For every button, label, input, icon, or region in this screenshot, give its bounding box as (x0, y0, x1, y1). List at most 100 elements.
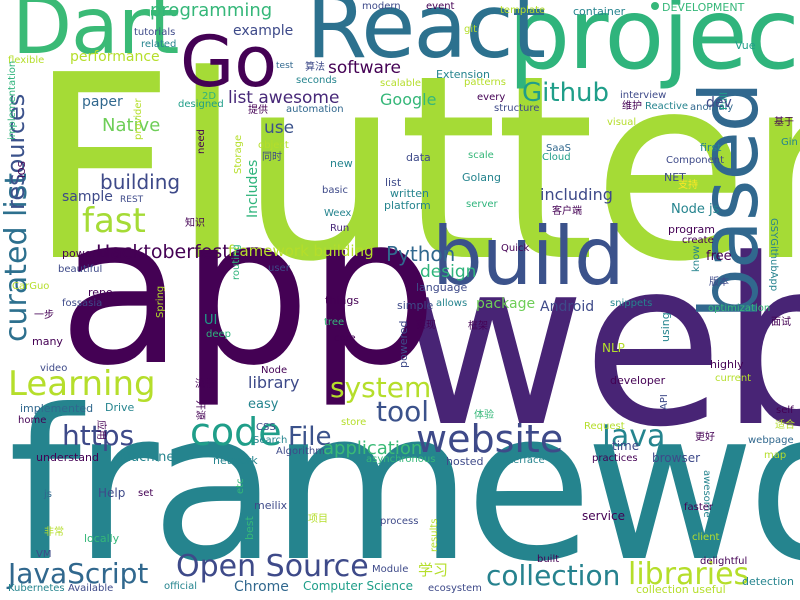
word-know: know (691, 245, 702, 272)
word-javascript: JavaScript (8, 557, 149, 590)
word-designed: designed (178, 99, 224, 110)
word-gin: Gin (781, 137, 798, 148)
word-optimization: optimization (708, 303, 771, 314)
word-faster: faster (684, 502, 714, 513)
word-browser: browser (652, 451, 701, 465)
word-create: create (682, 235, 714, 246)
word-deep: deep (206, 329, 231, 340)
word-js: js (44, 489, 52, 500)
word-first: first (700, 141, 722, 154)
word-many: many (32, 335, 63, 348)
word-language: language (416, 281, 468, 294)
word-dev: dev (706, 95, 732, 111)
word-help: Help (98, 486, 126, 500)
word-beautiful: beautiful (58, 264, 103, 275)
word-webpage: webpage (748, 435, 794, 446)
word-application-2: application (323, 430, 329, 431)
word-patterns: patterns (464, 77, 506, 88)
word-react: React (306, 0, 546, 78)
word-performance: performance (70, 49, 160, 65)
word-spring: Spring (155, 285, 166, 318)
word-paper: paper (82, 94, 123, 110)
word-etc: etc (235, 478, 246, 494)
word-best: best (243, 516, 256, 540)
word-list: list (385, 176, 402, 189)
word-server: server (466, 199, 498, 210)
word-automation: automation (286, 104, 344, 115)
word-vm: VM (36, 549, 52, 560)
word-application: application (323, 438, 423, 459)
word-including: including (540, 185, 613, 204)
word-extension: Extension (436, 68, 491, 81)
word-building: building (100, 170, 181, 194)
word-use: use (264, 118, 295, 138)
word-tigong: 提供 (248, 105, 268, 116)
word-using: using (659, 312, 672, 342)
word-kehuduan: 客户端 (552, 206, 582, 217)
word-process: process (380, 516, 419, 527)
word-practices: practices (592, 453, 638, 464)
word-development: DEVELOPMENT (662, 1, 745, 14)
word-library: library (248, 373, 300, 392)
word-understand: understand (36, 451, 99, 464)
word-simple: simple (397, 299, 434, 312)
word-golang: Golang (462, 171, 502, 184)
word-ios: iOS (17, 161, 28, 178)
word-tool: tool (376, 395, 430, 428)
word-store: store (341, 417, 367, 428)
word-implementation: implementation (7, 60, 18, 140)
word-service: service (582, 509, 625, 523)
word-tree: tree (324, 317, 345, 328)
word-network: network (213, 454, 258, 467)
word-framework: framework (8, 366, 800, 600)
word-flexible: flexible (8, 55, 45, 66)
word-algorithm: Algorithm (276, 446, 325, 457)
word-go: Go (180, 21, 278, 103)
word-liuchang: 流畅 (195, 379, 215, 390)
word-seconds: seconds (296, 75, 337, 86)
word-cloud: Cloud (542, 152, 571, 163)
word-google: Google (380, 90, 437, 109)
word-basic: basic (322, 185, 348, 196)
word-fossasia: fossasia (62, 298, 103, 309)
word-flutter: Flutter (28, 21, 800, 318)
word-list-awesome: list awesome (228, 88, 340, 108)
word-home: home (18, 415, 47, 426)
word-reactive: Reactive (645, 101, 689, 112)
word-zhichi: 支持 (678, 180, 698, 191)
word-hacktoberfest: Hacktoberfest (96, 241, 230, 263)
word-android: Android (540, 299, 595, 315)
word-template: template (500, 5, 546, 16)
word-github: Github (522, 78, 610, 108)
word-current: current (715, 373, 752, 384)
word-need: need (196, 129, 207, 154)
word-detection: detection (742, 575, 794, 588)
word-request: Request (584, 421, 625, 432)
word-allows: allows (436, 298, 468, 309)
word-system: system (330, 371, 432, 404)
word-yingyong: 应用 (95, 420, 106, 440)
word-gsygithubapp: GSYGithubApp (768, 218, 779, 292)
word-drive: Drive (105, 401, 135, 414)
word-highly: highly (710, 358, 744, 371)
word-net: NET (664, 171, 686, 184)
word-container: container (573, 5, 626, 18)
word-module: Module (372, 564, 409, 575)
word-genghao: 更好 (695, 432, 715, 443)
word-carguo: CarGuo (12, 281, 50, 292)
word-storage: Storage (233, 134, 244, 174)
word-https: https (62, 419, 135, 452)
word-software: software (328, 58, 402, 78)
word-python: Python (386, 242, 456, 266)
word-collection: collection (486, 559, 621, 592)
word-shixian: 实现 (416, 320, 436, 331)
word-tutorials: tutorials (134, 27, 176, 38)
word-core: core (334, 333, 356, 344)
word-easy: easy (248, 397, 279, 412)
word-snippets: snippets (610, 298, 653, 309)
word-zhishi: 知识 (185, 218, 205, 229)
word-scalable: scalable (380, 78, 422, 89)
word-weex: Weex (324, 208, 352, 219)
word-web: web (398, 211, 800, 478)
